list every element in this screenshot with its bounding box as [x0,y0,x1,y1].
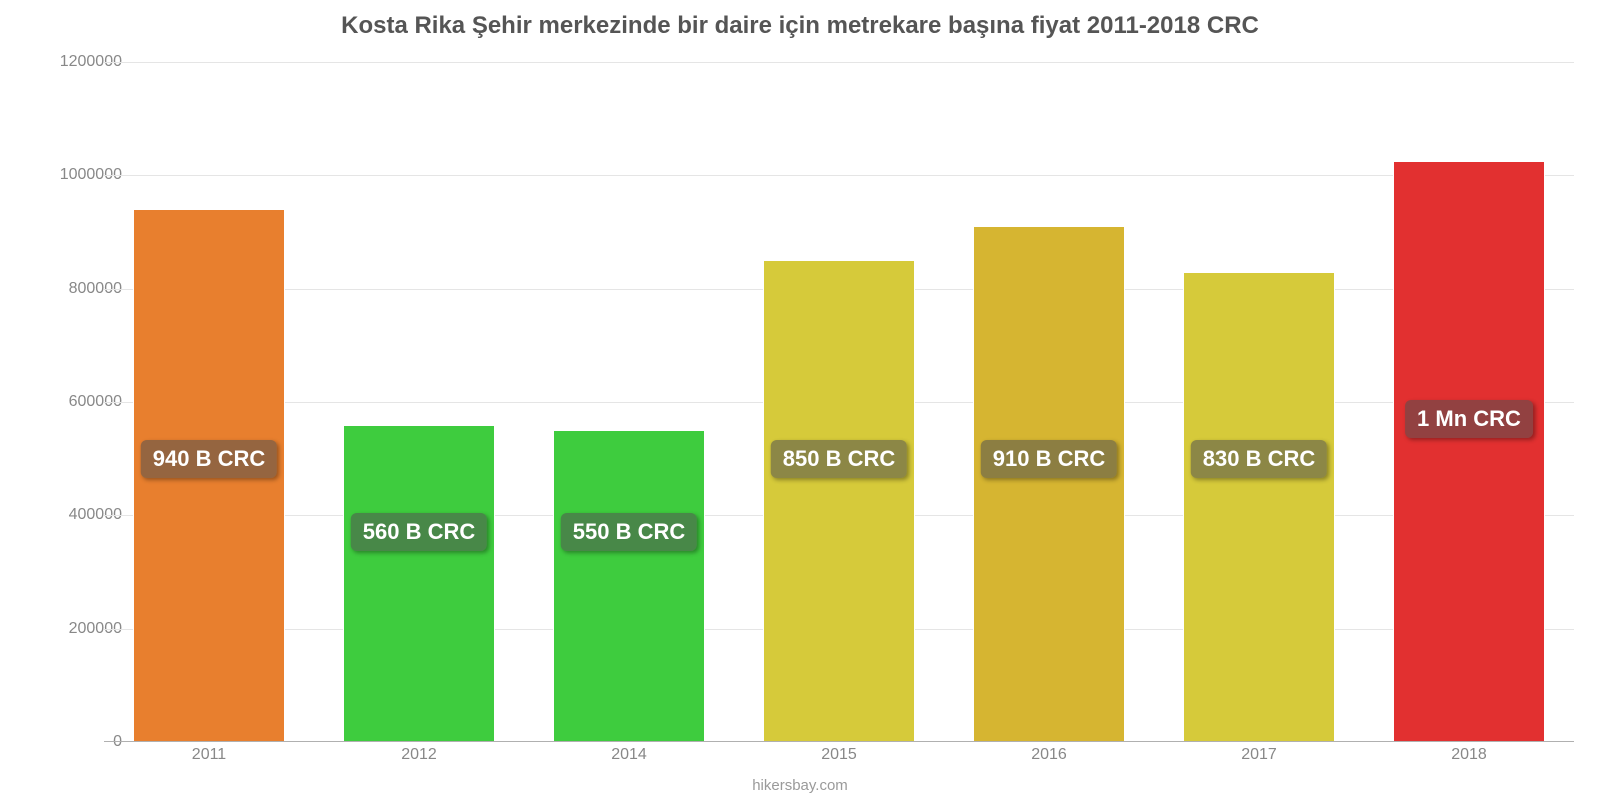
bar [763,260,914,742]
bar-value-label: 850 B CRC [771,440,907,478]
bar [1393,161,1544,742]
chart-container: Kosta Rika Şehir merkezinde bir daire iç… [0,0,1600,800]
bar-value-label: 560 B CRC [351,513,487,551]
x-tick-label: 2012 [401,746,437,764]
bar-value-label: 1 Mn CRC [1405,400,1533,438]
x-axis-baseline [104,741,1574,742]
plot-area: 940 B CRC 560 B CRC 550 B CRC 850 B CRC 910 … [104,62,1574,742]
x-tick-label: 2017 [1241,746,1277,764]
bar-value-label: 830 B CRC [1191,440,1327,478]
attribution-text: hikersbay.com [0,777,1600,794]
bars-group: 940 B CRC 560 B CRC 550 B CRC 850 B CRC 910 … [104,62,1574,742]
bar-value-label: 940 B CRC [141,440,277,478]
chart-title: Kosta Rika Şehir merkezinde bir daire iç… [0,0,1600,40]
bar [553,430,704,742]
x-tick-label: 2015 [821,746,857,764]
x-tick-label: 2016 [1031,746,1067,764]
x-tick-label: 2018 [1451,746,1487,764]
bar-value-label: 910 B CRC [981,440,1117,478]
x-tick-label: 2011 [192,746,226,764]
bar-value-label: 550 B CRC [561,513,697,551]
x-tick-label: 2014 [611,746,647,764]
bar [1183,272,1334,742]
bar [343,425,494,742]
bar [973,226,1124,742]
